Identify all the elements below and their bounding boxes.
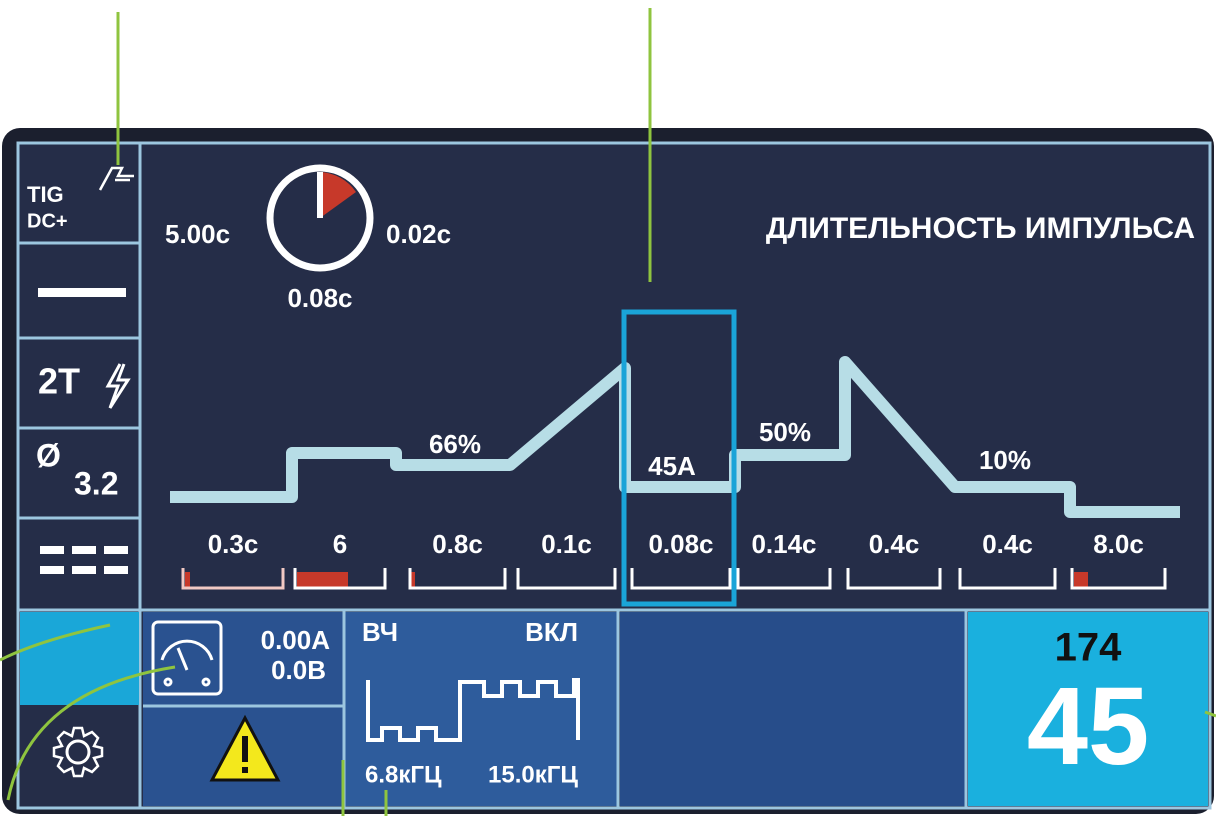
hf-state: ВКЛ xyxy=(525,617,578,647)
segment-fill xyxy=(185,572,190,588)
mode: TIG xyxy=(27,182,64,207)
timer-right: 0.02с xyxy=(386,219,451,249)
segment-fill xyxy=(1074,572,1088,588)
page: TIG DC+ 2T Ø 3.2 5.00с 0.02с 0.08с ДЛИТЕ… xyxy=(0,0,1216,816)
display-large: 45 xyxy=(1027,665,1149,788)
segment-label: 0.4с xyxy=(982,529,1033,559)
electrode-symbol: Ø xyxy=(36,437,61,473)
display-small: 174 xyxy=(1055,626,1122,670)
segment-label: 0.4с xyxy=(869,529,920,559)
timer-bottom: 0.08с xyxy=(287,283,352,313)
segment-label: 0.3с xyxy=(208,529,259,559)
segment-label: 0.14с xyxy=(751,529,816,559)
wave-label: 50% xyxy=(759,417,811,447)
hf-freq-low: 6.8кГЦ xyxy=(365,761,442,788)
warning-dot xyxy=(242,767,248,773)
wave-label: 10% xyxy=(979,445,1031,475)
mode-cell[interactable] xyxy=(20,612,139,705)
segment-label: 0.8с xyxy=(432,529,483,559)
wave-label: 45А xyxy=(648,451,696,481)
welder-screen: TIG DC+ 2T Ø 3.2 5.00с 0.02с 0.08с ДЛИТЕ… xyxy=(0,0,1216,816)
polarity: DC+ xyxy=(27,210,68,232)
parameter-title: ДЛИТЕЛЬНОСТЬ ИМПУЛЬСА xyxy=(766,212,1195,245)
segment-label: 0.08с xyxy=(648,529,713,559)
wave-label: 66% xyxy=(429,429,481,459)
trigger: 2T xyxy=(38,361,80,402)
empty-cell[interactable] xyxy=(620,612,965,806)
hf-freq-high: 15.0кГЦ xyxy=(488,761,578,788)
timer-left: 5.00с xyxy=(165,219,230,249)
meter-current: 0.00A xyxy=(261,625,331,655)
hf-label: ВЧ xyxy=(362,617,398,647)
electrode-diameter: 3.2 xyxy=(74,465,118,501)
segment-label: 8.0с xyxy=(1093,529,1144,559)
segment-label: 0.1с xyxy=(541,529,592,559)
line-icon xyxy=(38,288,126,297)
meter-voltage: 0.0B xyxy=(271,655,326,685)
segment-fill xyxy=(297,572,348,588)
segment-label: 6 xyxy=(333,529,347,559)
warning-mark xyxy=(242,736,248,762)
